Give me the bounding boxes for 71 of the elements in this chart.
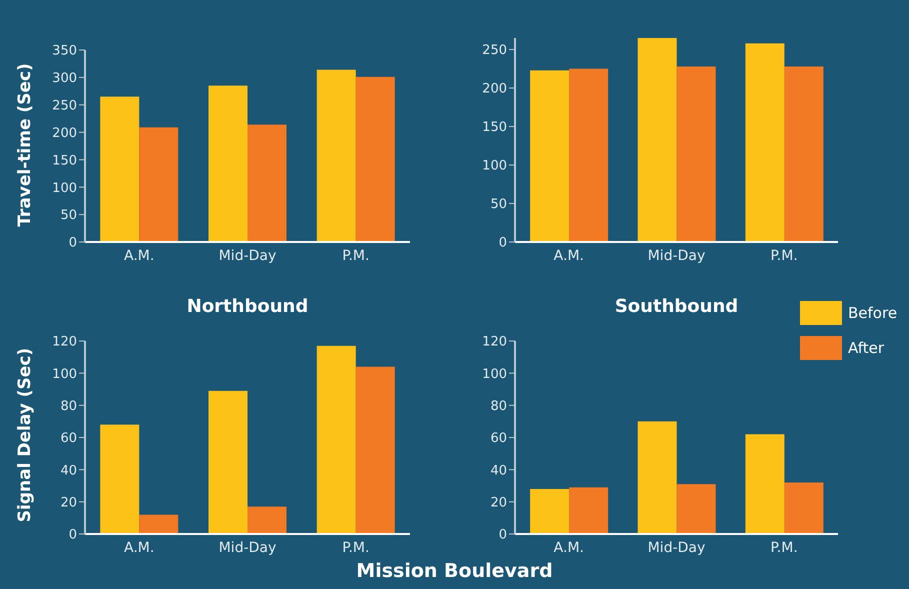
x-tick-label: Mid-Day	[218, 540, 276, 556]
y-tick-label: 20	[60, 495, 77, 510]
y-tick-label: 120	[482, 334, 507, 350]
x-tick-label: A.M.	[124, 540, 154, 556]
bar	[248, 506, 286, 534]
bar	[638, 38, 677, 242]
y-tick-label: 120	[52, 334, 77, 350]
y-tick-label: 150	[52, 153, 77, 168]
x-tick-label: P.M.	[342, 248, 370, 264]
x-tick-label: A.M.	[554, 540, 584, 556]
y-tick-label: 200	[482, 82, 507, 97]
bar	[356, 366, 395, 534]
bar	[139, 514, 178, 534]
y-axis-title: Travel-time (Sec)	[15, 63, 35, 227]
y-tick-label: 80	[60, 398, 77, 414]
bar	[316, 346, 356, 534]
y-tick-label: 60	[60, 431, 77, 446]
x-tick-label: A.M.	[124, 248, 154, 264]
y-tick-label: 0	[68, 528, 77, 543]
y-tick-label: 0	[498, 528, 507, 543]
y-tick-label: 40	[490, 463, 507, 478]
y-tick-label: 50	[490, 197, 507, 212]
bar	[100, 424, 140, 534]
y-tick-label: 100	[52, 366, 77, 382]
y-tick-label: 50	[60, 208, 77, 224]
y-tick-label: 0	[68, 236, 77, 251]
y-tick-label: 200	[52, 126, 77, 141]
x-tick-label: A.M.	[554, 248, 584, 264]
bar	[139, 127, 178, 242]
y-tick-label: 40	[60, 463, 77, 478]
bar	[638, 421, 677, 534]
y-tick-label: 80	[490, 398, 507, 414]
x-tick-label: P.M.	[342, 540, 370, 556]
x-tick-label: Mid-Day	[648, 248, 706, 264]
x-axis-title: Mission Boulevard	[355, 560, 554, 582]
legend-label: After	[848, 339, 884, 357]
y-tick-label: 0	[498, 236, 507, 251]
y-tick-label: 100	[482, 366, 507, 382]
y-tick-label: 250	[482, 43, 507, 58]
bar	[530, 70, 570, 242]
bar	[745, 434, 784, 534]
y-tick-label: 300	[52, 71, 77, 86]
chart-title: Northbound	[186, 296, 310, 317]
y-tick-label: 350	[52, 44, 77, 59]
y-tick-label: 100	[52, 180, 77, 196]
bar	[208, 86, 248, 242]
bar	[676, 66, 716, 242]
y-tick-label: 100	[482, 158, 507, 174]
bar	[100, 96, 140, 242]
chart-title: Southbound	[614, 296, 740, 317]
x-tick-label: P.M.	[770, 248, 798, 264]
x-tick-label: P.M.	[770, 540, 798, 556]
bar	[569, 487, 608, 534]
legend-label: Before	[848, 304, 898, 322]
bar	[530, 488, 570, 534]
y-axis-title: Signal Delay (Sec)	[15, 348, 35, 522]
x-tick-label: Mid-Day	[648, 540, 706, 556]
x-tick-label: Mid-Day	[218, 248, 276, 264]
bar	[208, 390, 248, 534]
bar	[784, 482, 824, 534]
y-tick-label: 20	[490, 495, 507, 510]
bar	[356, 76, 395, 242]
y-tick-label: 150	[482, 120, 507, 136]
y-tick-label: 60	[490, 431, 507, 446]
bar	[676, 484, 716, 534]
bar	[248, 124, 286, 242]
bar	[784, 66, 824, 242]
bar	[745, 43, 784, 242]
bar	[316, 70, 356, 242]
bar	[569, 68, 608, 242]
y-tick-label: 250	[52, 98, 77, 114]
